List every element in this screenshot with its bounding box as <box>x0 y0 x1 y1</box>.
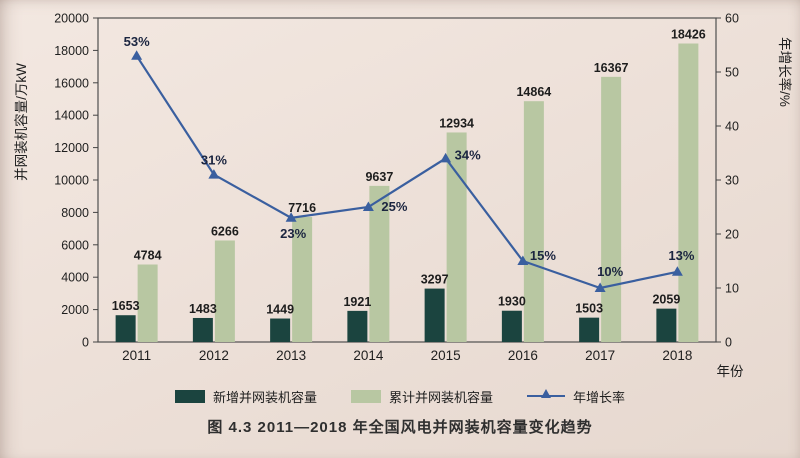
bar-value-label-new: 1449 <box>266 303 294 317</box>
growth-rate-line <box>135 55 678 290</box>
right-tick-label: 20 <box>725 228 739 242</box>
legend-item-growth-rate: 年增长率 <box>527 387 625 406</box>
right-tick-label: 60 <box>725 12 739 26</box>
bar-value-label-cumulative: 14864 <box>516 85 551 99</box>
left-tick-label: 16000 <box>54 76 89 90</box>
growth-rate-label: 10% <box>597 264 623 279</box>
bar-cumulative-capacity <box>523 101 544 342</box>
new-capacity-swatch <box>174 389 205 403</box>
left-tick-label: 12000 <box>54 141 89 155</box>
growth-rate-marker <box>671 266 683 276</box>
x-axis-title: 年份 <box>717 364 745 379</box>
bar-new-capacity <box>115 315 136 342</box>
bar-cumulative-capacity <box>678 43 699 342</box>
left-tick-label: 10000 <box>54 174 89 188</box>
left-tick-label: 14000 <box>54 109 89 123</box>
left-axis-title: 并网装机容量/万kW <box>13 63 29 181</box>
bar-new-capacity <box>579 317 600 342</box>
growth-rate-marker <box>362 201 374 211</box>
year-label: 2012 <box>199 348 229 363</box>
bar-new-capacity <box>192 317 213 342</box>
bar-value-label-cumulative: 4784 <box>134 248 162 262</box>
chart-legend: 新增并网装机容量 累计并网装机容量 年增长率 <box>0 386 800 406</box>
year-label: 2015 <box>431 348 461 363</box>
right-tick-label: 30 <box>725 174 739 188</box>
bar-value-label-cumulative: 9637 <box>365 170 393 184</box>
growth-rate-label: 53% <box>124 34 150 49</box>
left-tick-label: 2000 <box>61 303 89 317</box>
bar-value-label-new: 1483 <box>189 302 217 316</box>
legend-label-growth-rate: 年增长率 <box>573 389 626 405</box>
cumulative-capacity-swatch <box>350 389 381 403</box>
bar-new-capacity <box>347 310 368 342</box>
year-label: 2017 <box>585 348 615 363</box>
growth-rate-marker <box>440 152 452 163</box>
legend-item-cumulative-capacity: 累计并网装机容量 <box>350 387 493 406</box>
left-tick-label: 4000 <box>61 271 89 285</box>
bar-value-label-cumulative: 12934 <box>439 116 474 130</box>
right-tick-label: 0 <box>725 336 732 350</box>
growth-rate-marker <box>517 255 529 265</box>
bar-new-capacity <box>270 318 291 342</box>
growth-rate-label: 31% <box>201 153 227 168</box>
year-label: 2014 <box>353 348 384 363</box>
bar-new-capacity <box>501 310 522 342</box>
growth-rate-marker <box>285 212 297 222</box>
bar-new-capacity <box>656 308 677 342</box>
bar-value-label-new: 1921 <box>343 295 371 309</box>
bar-new-capacity <box>424 288 445 342</box>
bar-value-label-new: 1503 <box>575 302 603 316</box>
wind-capacity-chart: 0 2000 4000 6000 8000 10000 12000 14000 16000 180… <box>13 12 793 380</box>
year-label: 2013 <box>276 348 306 363</box>
growth-rate-marker <box>208 169 220 179</box>
growth-rate-label: 34% <box>455 147 481 162</box>
bar-cumulative-capacity <box>292 217 313 342</box>
bar-cumulative-capacity <box>446 132 467 342</box>
right-tick-label: 10 <box>725 282 739 296</box>
bar-cumulative-capacity <box>137 264 158 342</box>
bar-value-label-new: 2059 <box>652 293 680 307</box>
bar-value-label-cumulative: 6266 <box>211 224 239 238</box>
bar-value-label-cumulative: 18426 <box>671 27 706 41</box>
triangle-marker-icon <box>541 389 551 398</box>
growth-rate-label: 15% <box>530 248 556 263</box>
right-tick-label: 40 <box>725 120 739 134</box>
bar-value-label-new: 1653 <box>112 299 140 313</box>
left-tick-label: 8000 <box>61 206 89 220</box>
legend-item-new-capacity: 新增并网装机容量 <box>174 387 317 406</box>
left-tick-label: 0 <box>82 336 89 350</box>
left-tick-label: 6000 <box>61 238 89 252</box>
right-tick-label: 50 <box>725 66 739 80</box>
bar-cumulative-capacity <box>369 185 390 342</box>
growth-rate-marker <box>131 50 143 60</box>
legend-label-new-capacity: 新增并网装机容量 <box>212 389 317 405</box>
growth-rate-label: 13% <box>668 248 694 263</box>
year-label: 2016 <box>508 348 538 363</box>
year-label: 2018 <box>662 348 692 363</box>
growth-rate-marker <box>594 282 606 292</box>
bar-value-label-cumulative: 16367 <box>594 61 629 75</box>
bar-value-label-new: 3297 <box>421 273 449 287</box>
bar-value-label-cumulative: 7716 <box>288 201 316 215</box>
growth-rate-label: 23% <box>280 226 306 241</box>
right-axis-title: 年增长率/% <box>777 37 793 107</box>
legend-label-cumulative-capacity: 累计并网装机容量 <box>388 389 493 405</box>
bar-cumulative-capacity <box>601 76 622 342</box>
figure-caption: 图 4.3 2011—2018 年全国风电并网装机容量变化趋势 <box>207 419 593 436</box>
left-tick-label: 18000 <box>54 44 89 58</box>
growth-rate-label: 25% <box>381 199 407 214</box>
bar-cumulative-capacity <box>214 240 235 342</box>
bar-value-label-new: 1930 <box>498 295 526 309</box>
left-tick-label: 20000 <box>54 12 89 26</box>
year-label: 2011 <box>122 348 151 363</box>
growth-rate-line-swatch <box>527 389 565 398</box>
